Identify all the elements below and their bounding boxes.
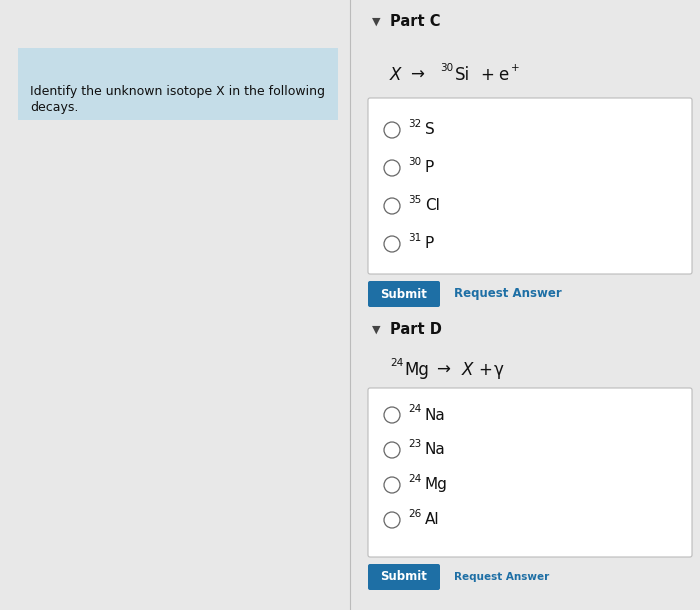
Text: +: + (511, 63, 519, 73)
Text: Si: Si (455, 66, 470, 84)
FancyBboxPatch shape (18, 48, 338, 120)
Text: Part D: Part D (390, 323, 442, 337)
Text: X: X (462, 361, 473, 379)
Text: 32: 32 (408, 119, 421, 129)
Text: Request Answer: Request Answer (454, 287, 561, 301)
Text: →: → (436, 361, 450, 379)
Text: 30: 30 (440, 63, 453, 73)
Text: Submit: Submit (381, 287, 428, 301)
Text: Al: Al (425, 512, 440, 528)
Text: decays.: decays. (30, 101, 78, 115)
Text: Mg: Mg (425, 478, 448, 492)
Text: ▼: ▼ (372, 17, 381, 27)
Text: 31: 31 (408, 233, 421, 243)
Text: Identify the unknown isotope X in the following: Identify the unknown isotope X in the fo… (30, 85, 325, 98)
Text: ▼: ▼ (372, 325, 381, 335)
Text: γ: γ (494, 361, 504, 379)
Text: →: → (410, 66, 424, 84)
Text: +: + (478, 361, 492, 379)
FancyBboxPatch shape (368, 98, 692, 274)
Text: Cl: Cl (425, 198, 440, 213)
Text: 23: 23 (408, 439, 421, 449)
Text: P: P (425, 237, 434, 251)
Text: 24: 24 (390, 358, 403, 368)
Text: P: P (425, 160, 434, 176)
Text: Part C: Part C (390, 15, 440, 29)
Text: Na: Na (425, 442, 446, 458)
Text: 24: 24 (408, 474, 421, 484)
Text: 24: 24 (408, 404, 421, 414)
Text: X: X (390, 66, 401, 84)
Text: e: e (498, 66, 508, 84)
Text: S: S (425, 123, 435, 137)
Text: 35: 35 (408, 195, 421, 205)
Text: Mg: Mg (404, 361, 429, 379)
Text: 26: 26 (408, 509, 421, 519)
Text: 30: 30 (408, 157, 421, 167)
Text: Submit: Submit (381, 570, 428, 584)
FancyBboxPatch shape (368, 388, 692, 557)
Text: Na: Na (425, 407, 446, 423)
FancyBboxPatch shape (368, 564, 440, 590)
FancyBboxPatch shape (368, 281, 440, 307)
Text: Request Answer: Request Answer (454, 572, 550, 582)
Text: +: + (480, 66, 494, 84)
